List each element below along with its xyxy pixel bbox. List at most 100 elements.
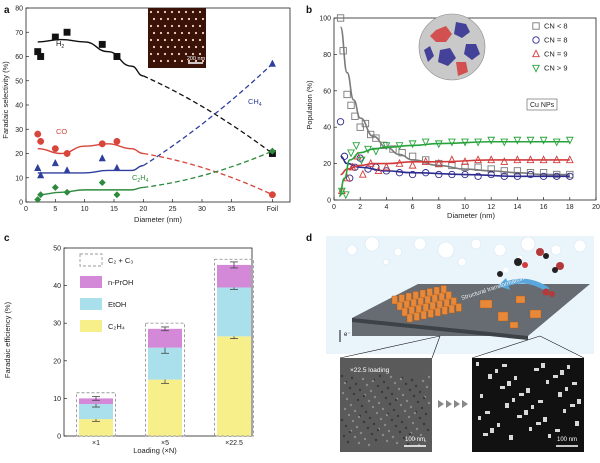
sem-grain bbox=[412, 394, 416, 398]
inset-particle bbox=[198, 38, 202, 42]
panel-b-data-point bbox=[434, 158, 443, 167]
panel-d-sem-right-scale: 100 nm bbox=[557, 437, 577, 443]
panel-b-marks bbox=[336, 14, 574, 200]
panel-d-nanoparticle-blocks bbox=[391, 285, 542, 329]
bubble bbox=[364, 236, 380, 252]
inset-particle bbox=[163, 24, 167, 28]
nanoparticle-block bbox=[426, 288, 433, 297]
panel-c-legend-swatch bbox=[79, 253, 103, 267]
panel-b-data-point bbox=[565, 155, 574, 164]
panel-b-chart: 0 2 4 6 8 10 12 14 16 18 20 0 20 40 60 80 100 Population… bbox=[305, 13, 600, 220]
panel-b-ytick-label: 0 bbox=[327, 198, 331, 205]
sem-grain bbox=[366, 426, 370, 430]
sem-grain bbox=[379, 417, 383, 421]
panel-b-data-point bbox=[552, 138, 561, 147]
inset-particle bbox=[152, 45, 156, 49]
sem-grain bbox=[377, 401, 381, 405]
panel-a-data-point bbox=[113, 163, 121, 171]
panel-b-data-point bbox=[447, 138, 456, 147]
panel-b-data-point bbox=[336, 14, 345, 22]
sem-particle bbox=[555, 429, 560, 432]
panel-a-marks bbox=[34, 28, 277, 204]
sem-grain bbox=[395, 441, 399, 445]
sem-grain bbox=[419, 433, 423, 437]
panel-a-trend-dashed bbox=[142, 63, 273, 167]
sem-grain bbox=[391, 435, 395, 439]
sem-particle bbox=[546, 380, 549, 384]
panel-b-data-point bbox=[435, 170, 443, 179]
sem-grain bbox=[427, 375, 431, 379]
sem-grain bbox=[357, 415, 361, 419]
sem-grain bbox=[350, 376, 354, 380]
panel-b-legend-label: CN = 8 bbox=[544, 36, 568, 45]
panel-b-data-point bbox=[348, 162, 357, 171]
sem-grain bbox=[341, 391, 345, 395]
panel-c-legend-label: C₂H₄ bbox=[108, 322, 125, 331]
inset-particle bbox=[177, 24, 181, 28]
inset-particle bbox=[163, 10, 167, 14]
sem-particle bbox=[488, 374, 492, 379]
panel-b-data-point bbox=[408, 152, 417, 160]
panel-b-data-point bbox=[513, 136, 522, 145]
sem-particle bbox=[538, 400, 543, 403]
sem-grain bbox=[415, 427, 419, 431]
inset-particle bbox=[173, 59, 177, 63]
panel-d-sem-left-label: ×22.5 loading bbox=[350, 367, 390, 374]
nanoparticle-block bbox=[396, 301, 403, 311]
panel-d-curved-arrow bbox=[505, 278, 550, 293]
nanoparticle-block bbox=[433, 286, 440, 296]
panel-b-inset-label: Cu NPs bbox=[530, 102, 555, 109]
panel-c-legend: C₂ + C₃ n-PrOH EtOH C₂H₄ bbox=[79, 253, 133, 332]
nanoparticle-block bbox=[441, 306, 448, 315]
nanoparticle-block bbox=[420, 310, 427, 320]
panel-a-data-point bbox=[51, 33, 59, 41]
inset-particle bbox=[163, 52, 167, 56]
sem-particle bbox=[526, 388, 530, 393]
panel-a-scale-label: 200 nm bbox=[187, 56, 206, 62]
panel-b-data-point bbox=[340, 152, 349, 160]
panel-b-xtick-label: 12 bbox=[487, 204, 495, 211]
sem-grain bbox=[365, 383, 369, 387]
sem-particle bbox=[541, 363, 545, 368]
panel-b-data-point bbox=[539, 155, 548, 164]
panel-b-data-point bbox=[447, 155, 456, 164]
inset-particle bbox=[163, 38, 167, 42]
sem-grain bbox=[408, 388, 412, 392]
panel-b-data-point bbox=[382, 142, 391, 151]
panel-a-ytick-label: 60 bbox=[15, 54, 23, 61]
sem-particle bbox=[543, 417, 547, 422]
sem-grain bbox=[345, 397, 349, 401]
nanoparticle-block bbox=[410, 298, 417, 308]
panel-b-data-point bbox=[565, 136, 574, 145]
panel-b-xtick-label: 0 bbox=[332, 204, 336, 211]
panel-a-data-point bbox=[63, 166, 71, 174]
sem-particle bbox=[570, 404, 575, 407]
panel-b-xtick-label: 16 bbox=[540, 204, 548, 211]
sem-particle bbox=[500, 386, 505, 389]
panel-a-data-point bbox=[98, 40, 106, 48]
inset-particle bbox=[152, 31, 156, 35]
sem-grain bbox=[387, 429, 391, 433]
sem-particle bbox=[577, 399, 581, 404]
panel-b-data-point bbox=[552, 155, 561, 164]
inset-particle bbox=[184, 52, 188, 56]
sem-grain bbox=[376, 428, 380, 432]
nanoparticle-block bbox=[405, 292, 412, 302]
nanoparticle-block bbox=[413, 312, 420, 321]
inset-particle bbox=[194, 45, 198, 49]
panel-a-data-point bbox=[37, 191, 45, 199]
sem-particle bbox=[480, 394, 483, 398]
sem-grain bbox=[422, 396, 426, 400]
panel-a-fit-curve bbox=[37, 38, 144, 77]
panel-b-data-point bbox=[347, 149, 355, 158]
sem-grain bbox=[414, 384, 418, 388]
sem-grain bbox=[409, 405, 413, 409]
sem-particle bbox=[505, 403, 509, 408]
inset-particle bbox=[180, 31, 184, 35]
panel-b-data-point bbox=[500, 157, 509, 165]
sem-grain bbox=[388, 402, 392, 406]
panel-b-data-point bbox=[374, 166, 383, 175]
nanoparticle-block bbox=[438, 292, 445, 302]
sem-particle bbox=[497, 423, 500, 427]
